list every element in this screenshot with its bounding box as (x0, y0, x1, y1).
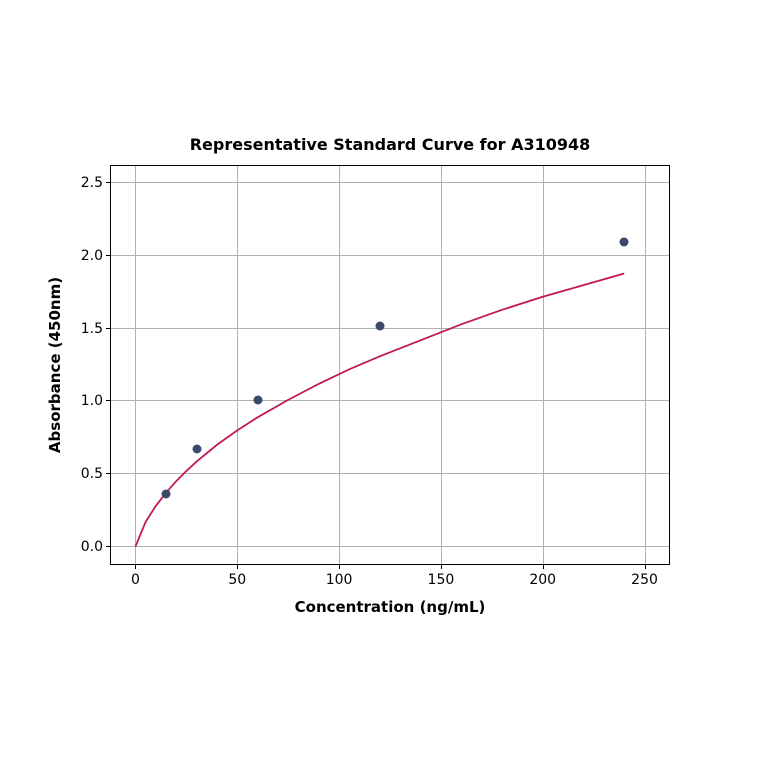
ytick-label: 2.5 (81, 175, 103, 191)
data-point (161, 490, 170, 499)
fitted-curve (111, 166, 669, 564)
y-axis-label: Absorbance (450nm) (45, 165, 65, 565)
xtick-label: 150 (428, 572, 455, 588)
y-axis-label-text: Absorbance (450nm) (46, 277, 64, 453)
ytick-label: 1.0 (81, 393, 103, 409)
xtick-label: 50 (228, 572, 246, 588)
data-point (192, 445, 201, 454)
plot-area: 0501001502002500.00.51.01.52.02.5 (110, 165, 670, 565)
x-axis-label-text: Concentration (ng/mL) (295, 598, 486, 616)
xtick-mark (645, 564, 646, 569)
chart-title-text: Representative Standard Curve for A31094… (190, 135, 591, 154)
xtick-mark (237, 564, 238, 569)
ytick-label: 2.0 (81, 248, 103, 264)
xtick-label: 250 (631, 572, 658, 588)
xtick-label: 0 (131, 572, 140, 588)
data-point (253, 395, 262, 404)
xtick-mark (441, 564, 442, 569)
xtick-mark (543, 564, 544, 569)
xtick-label: 200 (529, 572, 556, 588)
data-point (620, 237, 629, 246)
xtick-label: 100 (326, 572, 353, 588)
data-point (375, 321, 384, 330)
chart-title: Representative Standard Curve for A31094… (110, 135, 670, 154)
ytick-label: 0.5 (81, 466, 103, 482)
xtick-mark (339, 564, 340, 569)
chart-container: 0501001502002500.00.51.01.52.02.5 (110, 165, 670, 565)
ytick-label: 0.0 (81, 539, 103, 555)
ytick-label: 1.5 (81, 321, 103, 337)
xtick-mark (135, 564, 136, 569)
x-axis-label: Concentration (ng/mL) (110, 598, 670, 616)
